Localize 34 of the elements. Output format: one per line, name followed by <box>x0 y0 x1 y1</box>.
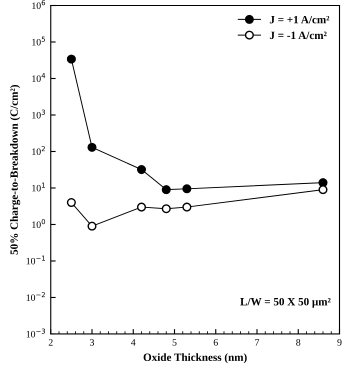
point <box>66 198 76 208</box>
annotation: L/W = 50 X 50 μm² <box>240 298 331 308</box>
y-tick-label: 10$^{6}$ <box>32 0 46 9</box>
point <box>162 204 171 214</box>
y-axis-title: 50% Charge-to-Breakdown (C/cm²) <box>10 85 20 254</box>
legend-label: J = +1 A/cm² <box>270 16 330 24</box>
x-tick-label: 4 <box>131 339 136 346</box>
y-tick-label: 10$^{0}$ <box>32 219 46 228</box>
x-tick-label: 7 <box>255 339 260 346</box>
legend-label: J = -1 A/cm² <box>270 32 327 40</box>
y-tick-label: 10$^{1}$ <box>32 182 45 192</box>
x-tick-label: 2 <box>48 339 53 346</box>
point <box>162 185 171 194</box>
point <box>182 202 192 212</box>
y-tick-label: 10$^{−3}$ <box>26 328 46 338</box>
point <box>182 184 192 194</box>
y-tick-label: 10$^{−1}$ <box>26 256 45 264</box>
y-tick-label: 10$^{−2}$ <box>26 292 45 301</box>
y-tick-label: 10$^{2}$ <box>32 146 45 155</box>
y-tick-label: 10$^{4}$ <box>32 73 46 82</box>
y-tick-label: 10$^{5}$ <box>32 36 45 46</box>
point <box>318 185 328 194</box>
x-tick-label: 6 <box>214 339 218 346</box>
point <box>66 54 76 64</box>
point <box>136 165 146 174</box>
point <box>87 222 97 231</box>
point <box>87 142 97 152</box>
x-tick-label: 8 <box>296 339 300 346</box>
x-tick-label: 3 <box>90 339 94 346</box>
y-tick-label: 10$^{3}$ <box>32 110 46 118</box>
x-axis-title: Oxide Thickness (nm) <box>144 353 247 364</box>
x-tick-label: 5 <box>172 339 177 346</box>
point <box>136 202 146 212</box>
x-tick-label: 9 <box>337 339 342 346</box>
